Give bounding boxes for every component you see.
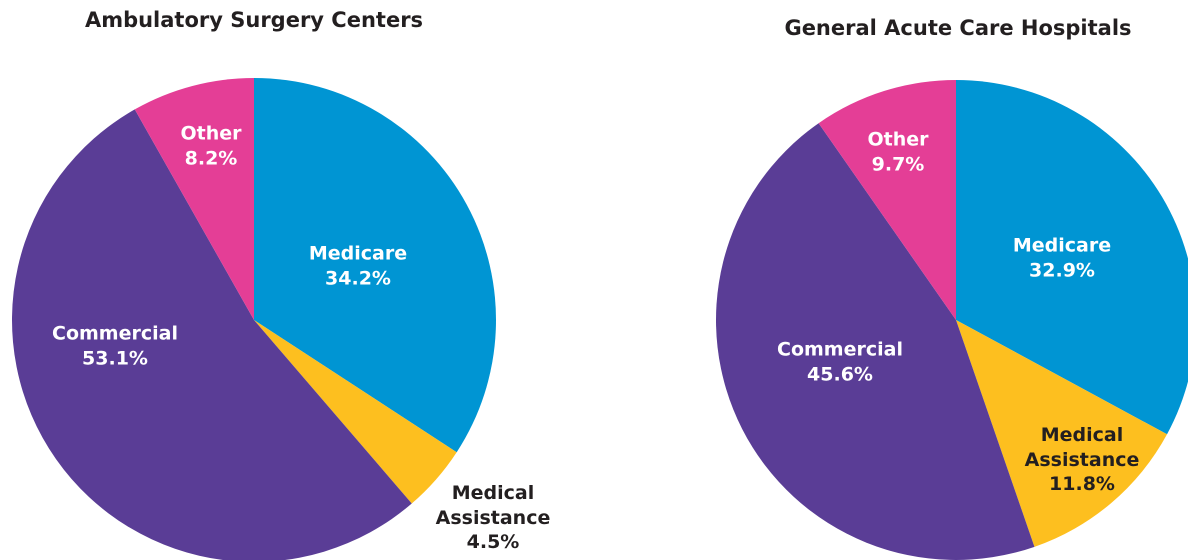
- pie-slice: [956, 320, 1168, 547]
- value-label: 32.9%: [1029, 259, 1095, 281]
- value-label: 4.5%: [466, 531, 520, 554]
- chart-title: Ambulatory Surgery Centers: [84, 8, 424, 32]
- pie-slice: [12, 109, 412, 560]
- pie-slice: [818, 80, 956, 320]
- category-label: Other: [867, 128, 929, 151]
- value-label: 45.6%: [807, 363, 873, 385]
- slice-label: Medicare 32.9%: [1013, 233, 1111, 282]
- value-label: 8.2%: [184, 147, 238, 169]
- pie-slice: [254, 78, 496, 453]
- category-label: Medicare: [308, 242, 408, 265]
- category-label: Commercial: [777, 338, 903, 361]
- value-label: 9.7%: [871, 153, 925, 175]
- value-label: 53.1%: [82, 347, 148, 369]
- slice-label: Medicare 34.2%: [309, 241, 407, 290]
- slice-label: Commercial 53.1%: [52, 321, 178, 370]
- slice-label: Medical Assistance 4.5%: [428, 481, 558, 555]
- category-label: Other: [180, 122, 242, 145]
- slice-label: Commercial 45.6%: [777, 337, 903, 386]
- category-label: Medical Assistance: [435, 481, 551, 529]
- value-label: 34.2%: [325, 267, 391, 289]
- pie-slice: [716, 123, 1035, 560]
- slice-label: Other 8.2%: [180, 121, 241, 170]
- pie-slice: [254, 320, 457, 504]
- slice-label: Other 9.7%: [867, 127, 928, 176]
- category-label: Medicare: [1012, 234, 1112, 257]
- pie-slice: [956, 80, 1188, 435]
- chart-title: General Acute Care Hospitals: [784, 16, 1132, 40]
- category-label: Commercial: [52, 322, 178, 345]
- pie-slice: [134, 78, 254, 320]
- value-label: 11.8%: [1049, 473, 1115, 496]
- category-label: Medical Assistance: [1024, 423, 1140, 471]
- slice-label: Medical Assistance 11.8%: [1025, 423, 1140, 497]
